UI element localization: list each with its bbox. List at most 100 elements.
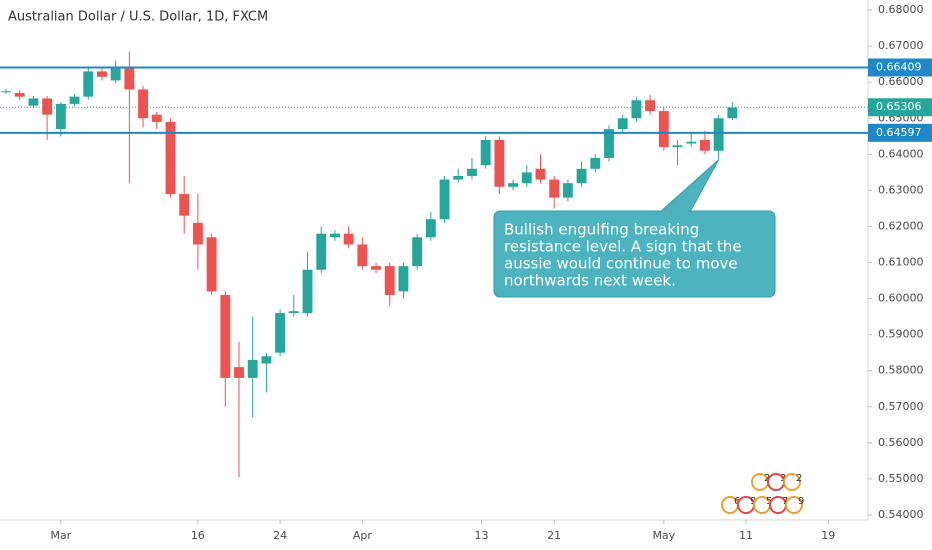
candle-body [549, 179, 560, 198]
candle-body [617, 118, 628, 130]
candle-body [480, 139, 491, 166]
candle-body [275, 313, 286, 353]
candle-body [604, 129, 614, 158]
candle-body [631, 100, 642, 119]
candle-body [192, 222, 203, 245]
candle-body [494, 139, 505, 187]
candle-body [508, 183, 519, 187]
x-tick-label: May [652, 529, 675, 542]
y-tick-label: 0.60000 [878, 292, 924, 305]
event-count: 9 [750, 496, 756, 507]
candle-body [425, 219, 436, 238]
x-tick-label: Apr [353, 529, 373, 542]
candle-body [28, 98, 39, 106]
y-tick-label: 0.63000 [878, 183, 924, 196]
event-icon [783, 473, 801, 491]
candle-body [357, 244, 368, 267]
y-tick-label: 0.56000 [878, 436, 924, 449]
candle-body [672, 145, 683, 148]
candle-body [302, 269, 313, 314]
candle-body [535, 168, 546, 180]
y-tick-label: 0.55000 [878, 472, 924, 485]
candle-body [42, 98, 53, 115]
callout-text: northwards next week. [504, 272, 676, 290]
candle-body [521, 172, 532, 184]
x-tick-label: 24 [273, 529, 287, 542]
candle-body [220, 294, 231, 378]
candle-body [110, 67, 121, 81]
event-count: 2 [796, 473, 802, 484]
callout-join [661, 210, 689, 213]
price-tag [868, 123, 932, 142]
event-count: 7 [782, 496, 788, 507]
candle-body [590, 157, 601, 169]
candle-body [713, 118, 724, 151]
y-tick-label: 0.64000 [878, 147, 924, 160]
event-icon [785, 496, 803, 514]
candle-body [69, 96, 80, 104]
price-tag-label: 0.66409 [876, 60, 922, 73]
candle-body [371, 266, 381, 270]
event-count: 5 [766, 496, 772, 507]
candle-body [453, 175, 464, 180]
event-count: 6 [734, 496, 740, 507]
candle-body [97, 71, 107, 77]
y-tick-label: 0.62000 [878, 219, 924, 232]
callout-text: aussie would continue to move [504, 255, 738, 273]
candle-body [261, 356, 272, 364]
event-count: 9 [798, 496, 804, 507]
candle-body [14, 93, 25, 97]
candle-body [467, 168, 477, 176]
x-tick-label: 19 [821, 529, 835, 542]
candle-body [206, 237, 217, 292]
candle-body [179, 194, 190, 216]
callout-text: Bullish engulfing breaking [504, 221, 699, 239]
candle-body [138, 89, 149, 119]
x-tick-label: 13 [475, 529, 489, 542]
y-tick-label: 0.67000 [878, 39, 924, 52]
candle-body [562, 183, 573, 198]
callout-text: resistance level. A sign that the [504, 238, 742, 256]
candle-body [343, 233, 354, 245]
y-tick-label: 0.54000 [878, 508, 924, 521]
event-count: 3 [780, 473, 786, 484]
x-tick-label: Mar [50, 529, 71, 542]
candle-body [329, 233, 340, 238]
candle-body [288, 311, 299, 314]
candle-body [439, 179, 450, 220]
candle-body [165, 121, 176, 195]
y-tick-label: 0.61000 [878, 256, 924, 269]
candle-body [83, 71, 94, 97]
chart-title: Australian Dollar / U.S. Dollar, 1D, FXC… [8, 10, 268, 25]
candle-body [1, 91, 11, 93]
price-tag-label: 0.64597 [876, 126, 922, 139]
candle-body [645, 100, 656, 112]
x-tick-label: 16 [191, 529, 205, 542]
candle-body [124, 67, 135, 90]
candle-body [576, 168, 587, 184]
y-tick-label: 0.68000 [878, 3, 924, 16]
candle-body [699, 139, 710, 151]
candle-body [686, 141, 697, 144]
y-tick-label: 0.58000 [878, 364, 924, 377]
callout-box [493, 210, 776, 298]
candle-body [316, 233, 327, 270]
x-tick-label: 11 [739, 529, 753, 542]
candle-body [55, 103, 66, 130]
y-tick-label: 0.57000 [878, 400, 924, 413]
candle-body [151, 114, 162, 122]
candle-body [384, 266, 395, 295]
event-count: 2 [764, 473, 770, 484]
price-tag [868, 58, 932, 77]
y-tick-label: 0.59000 [878, 328, 924, 341]
candle-body [234, 367, 244, 378]
x-tick-label: 21 [547, 529, 561, 542]
candle-body [727, 107, 738, 119]
price-tag [868, 98, 932, 117]
candle-body [398, 266, 409, 292]
price-tag-label: 0.65306 [876, 100, 922, 113]
y-tick-label: 0.66000 [878, 75, 924, 88]
candle-body [412, 237, 423, 267]
